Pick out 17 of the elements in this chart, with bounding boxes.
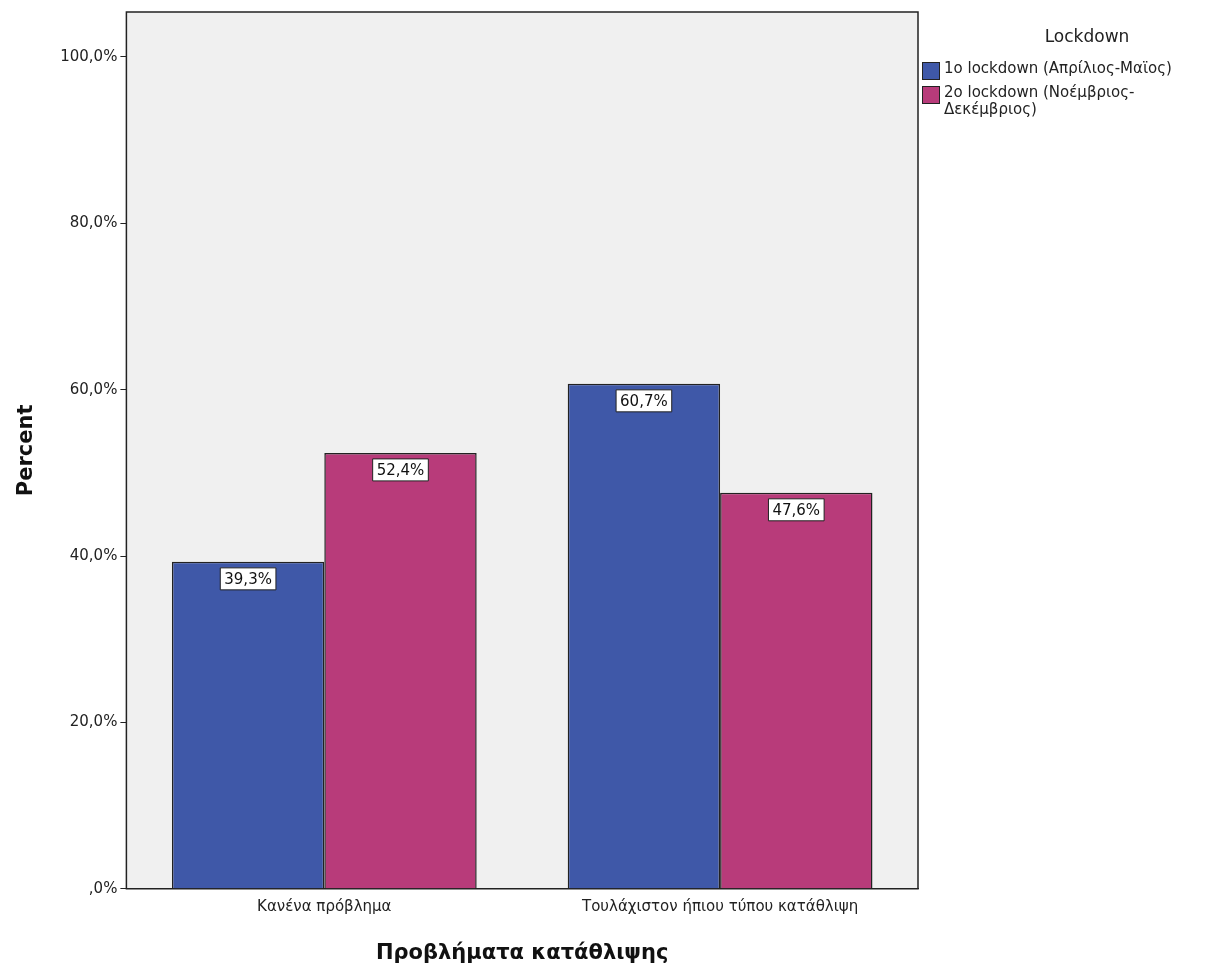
y-tick-label: 100,0% xyxy=(60,46,118,65)
y-tick-label: 20,0% xyxy=(69,712,118,731)
data-label: 47,6% xyxy=(772,500,821,519)
y-tick-label: ,0% xyxy=(88,878,118,897)
y-tick-label: 40,0% xyxy=(69,545,118,564)
x-tick-label: Τουλάχιστον ήπιου τύπου κατάθλιψη xyxy=(581,896,859,915)
data-label: 60,7% xyxy=(620,391,668,410)
y-tick-label: 80,0% xyxy=(69,213,118,232)
legend-label: 2o lockdown (Νοέμβριος-Δεκέμβριος) xyxy=(944,83,1136,118)
data-label: 39,3% xyxy=(224,569,272,588)
legend-label: 1o lockdown (Απρίλιος-Μαϊος) xyxy=(944,59,1172,77)
x-axis-title: Προβλήματα κατάθλιψης xyxy=(375,939,669,964)
x-tick-label: Κανένα πρόβλημα xyxy=(257,896,392,915)
legend-title: Lockdown xyxy=(1043,26,1131,46)
y-tick-label: 60,0% xyxy=(69,379,118,398)
data-label: 52,4% xyxy=(376,460,425,479)
y-axis-title: Percent xyxy=(13,404,38,497)
